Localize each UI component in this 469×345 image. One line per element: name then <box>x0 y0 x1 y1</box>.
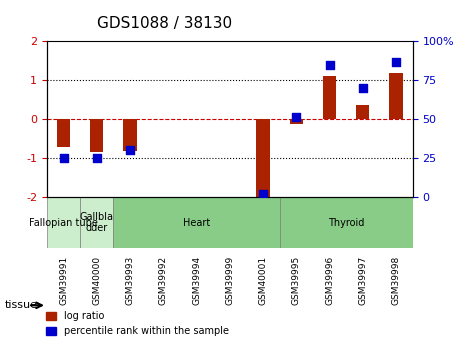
Point <box>393 59 400 64</box>
Point <box>126 147 134 153</box>
Text: Fallopian tube: Fallopian tube <box>29 218 98 227</box>
Bar <box>290 119 303 124</box>
Point <box>326 62 333 68</box>
Bar <box>257 119 270 199</box>
Point <box>359 85 367 91</box>
Bar <box>90 119 104 152</box>
Bar <box>123 119 136 151</box>
Legend: log ratio, percentile rank within the sample: log ratio, percentile rank within the sa… <box>42 307 233 340</box>
Bar <box>389 73 403 119</box>
Text: Heart: Heart <box>183 218 210 227</box>
Point <box>293 115 300 120</box>
Point <box>259 191 267 196</box>
Bar <box>356 106 370 119</box>
FancyBboxPatch shape <box>47 197 80 248</box>
FancyBboxPatch shape <box>113 197 280 248</box>
Point <box>60 155 67 160</box>
FancyBboxPatch shape <box>80 197 113 248</box>
Text: tissue: tissue <box>5 300 38 310</box>
Point <box>93 155 100 160</box>
Bar <box>323 76 336 119</box>
Text: Gallbla
dder: Gallbla dder <box>80 212 114 233</box>
FancyBboxPatch shape <box>280 197 413 248</box>
Bar <box>57 119 70 147</box>
Text: Thyroid: Thyroid <box>328 218 364 227</box>
Text: GDS1088 / 38130: GDS1088 / 38130 <box>97 16 232 31</box>
